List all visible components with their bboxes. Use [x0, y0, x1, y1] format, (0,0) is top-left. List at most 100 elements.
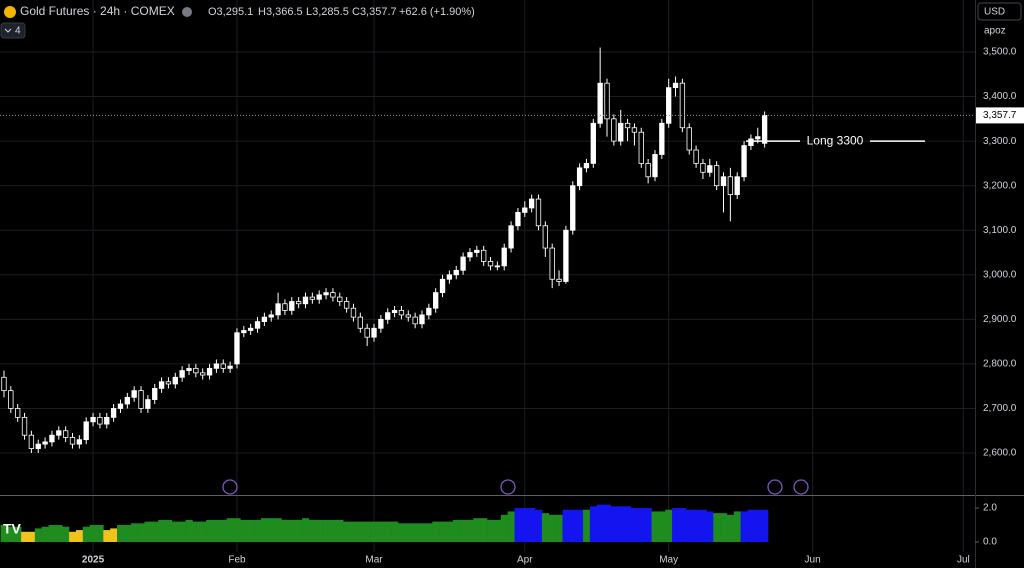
- candle-body: [467, 252, 473, 258]
- event-icon[interactable]: [500, 479, 516, 495]
- currency-button[interactable]: [977, 2, 1022, 21]
- candle-body: [624, 122, 631, 129]
- indicator-bar: [658, 511, 666, 542]
- indicator-bar: [699, 509, 707, 542]
- indicator-bar: [7, 526, 15, 542]
- indicator-bar: [445, 521, 454, 542]
- indicator-bar: [130, 523, 138, 542]
- y-tick-label: 3,400.0: [983, 91, 1017, 102]
- candle-body: [8, 390, 14, 409]
- candle-body: [309, 296, 316, 300]
- candle-body: [145, 399, 151, 409]
- indicator-bar: [459, 519, 467, 542]
- indicator-bar: [384, 521, 392, 542]
- symbol-title[interactable]: Gold Futures · 24h · COMEX: [20, 4, 175, 18]
- indicator-toggle[interactable]: [0, 22, 26, 39]
- panes: [0, 0, 975, 552]
- indicator-bar: [295, 519, 303, 542]
- candle-body: [56, 430, 62, 436]
- candle-body: [542, 225, 548, 249]
- indicator-bar: [123, 525, 132, 542]
- candle-body: [138, 390, 144, 409]
- candle-body: [90, 416, 96, 423]
- indicator-bar: [151, 521, 159, 542]
- candle-body: [563, 229, 569, 282]
- indicator-bar: [343, 521, 351, 542]
- last-price-box: [976, 107, 1024, 124]
- symbol-icon[interactable]: [4, 6, 16, 18]
- y-tick-label: 3,000.0: [983, 269, 1017, 280]
- scale-mode[interactable]: apoz: [984, 26, 1006, 37]
- x-tick-label: Feb: [228, 555, 246, 566]
- candle-body: [652, 154, 658, 178]
- ohlc-high: H3,366.5: [258, 6, 303, 18]
- candle-body: [460, 256, 466, 271]
- x-tick-label: Jul: [957, 555, 970, 566]
- candle-body: [110, 408, 117, 418]
- indicator-bar: [411, 523, 419, 542]
- indicator-bar: [439, 521, 447, 542]
- indicator-bar: [466, 519, 474, 542]
- indicator-bar: [260, 518, 269, 542]
- candle-body: [35, 443, 41, 449]
- candle-body: [124, 396, 130, 405]
- y-tick-label: 2,900.0: [983, 314, 1017, 325]
- indicator-bar: [507, 511, 515, 542]
- candle-body: [597, 82, 603, 124]
- indicator-bar: [713, 513, 721, 542]
- candle-body: [481, 249, 487, 262]
- indicator-bar: [226, 518, 234, 542]
- indicator-bar: [281, 519, 289, 542]
- x-tick-label: Apr: [517, 555, 533, 566]
- candle-body: [282, 303, 288, 311]
- indicator-bar: [171, 521, 180, 542]
- indicator-bar: [240, 519, 248, 542]
- y-tick-label: 3,300.0: [983, 136, 1017, 147]
- indicator-bar: [596, 504, 604, 542]
- event-icon[interactable]: [793, 479, 809, 495]
- indicator-bar: [685, 509, 693, 542]
- ohlc-low: L3,285.5: [306, 6, 349, 18]
- indicator-bar: [110, 528, 118, 542]
- candle-body: [248, 327, 254, 331]
- event-icon[interactable]: [222, 479, 238, 495]
- candle-body: [487, 261, 494, 267]
- logo: TV: [3, 521, 22, 537]
- candle-body: [213, 363, 220, 369]
- indicator-bar: [603, 504, 611, 542]
- candle-body: [693, 149, 699, 164]
- candle-body: [405, 314, 411, 318]
- candle-body: [220, 363, 226, 369]
- market-status: [182, 7, 192, 17]
- indicator-bar: [267, 518, 275, 542]
- indicator-bar: [206, 519, 214, 542]
- y-tick-label: 2,600.0: [983, 448, 1017, 459]
- candle-body: [398, 310, 405, 316]
- indicator-bar: [624, 506, 632, 542]
- currency[interactable]: USD: [984, 7, 1005, 18]
- candle-body: [604, 82, 610, 120]
- indicator-bar: [726, 514, 735, 542]
- indicator-bar: [576, 509, 584, 542]
- candle-body: [117, 403, 124, 409]
- candle-body: [152, 388, 158, 400]
- candle-body: [227, 365, 233, 369]
- event-icon[interactable]: [767, 479, 783, 495]
- indicator-bar: [391, 521, 399, 542]
- candle-body: [343, 301, 350, 309]
- indicator-bar: [589, 506, 598, 542]
- indicator-bar: [754, 509, 762, 542]
- indicator-bar: [644, 508, 652, 542]
- indicator-bar: [452, 519, 460, 542]
- indicator-bar: [535, 509, 543, 542]
- indicator-bar: [569, 509, 577, 542]
- candle-body: [713, 165, 720, 187]
- candle-body: [350, 307, 357, 318]
- indicator-bar: [199, 521, 207, 542]
- y-tick-label: 3,200.0: [983, 180, 1017, 191]
- indicator-bar: [27, 531, 36, 542]
- candle-body: [275, 303, 281, 316]
- candle-body: [446, 274, 453, 280]
- indicator-bar: [274, 518, 282, 542]
- candle-body: [76, 439, 83, 445]
